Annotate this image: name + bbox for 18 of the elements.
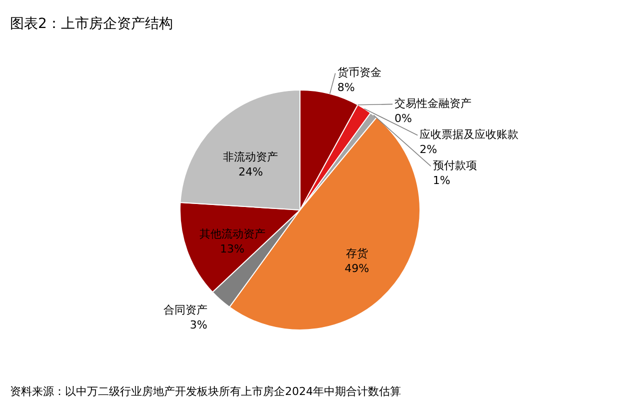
data-label: 13%	[220, 242, 244, 256]
slice-label: 应收票据及应收账款	[420, 128, 519, 142]
data-label: 24%	[238, 166, 263, 179]
text: 资料来源：以中万二级行业房地产开发板块所有上市房企2024年中期合计数估算	[10, 385, 401, 398]
chart-title: 图表2：上市房企资产结构	[10, 16, 173, 32]
data-label: 2%	[420, 143, 438, 156]
slice-label: 存货	[346, 247, 368, 260]
slice-label: 合同资产	[163, 304, 208, 317]
data-label: 1%	[432, 174, 450, 188]
slice-label: 预付款项	[432, 159, 477, 172]
slice-label: 货币资金	[337, 66, 382, 80]
data-label: 49%	[344, 262, 370, 276]
data-label: 8%	[337, 81, 355, 94]
legend-label: 交易性金融资产	[394, 97, 472, 110]
slice-label: 其他流动资产	[199, 227, 266, 240]
text: 0%	[394, 112, 412, 126]
slice-label: 非流动资产	[223, 150, 278, 164]
data-label: 3%	[190, 318, 208, 332]
